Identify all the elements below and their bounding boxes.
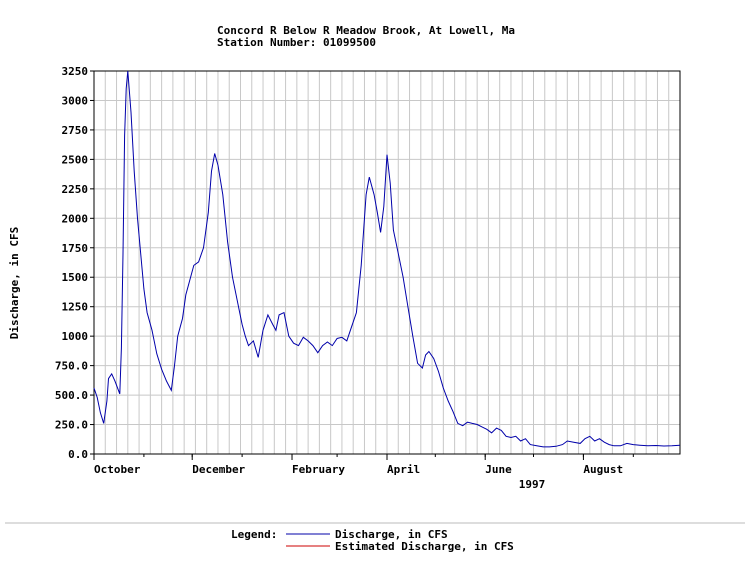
y-tick-label: 3250 [62, 65, 89, 78]
y-tick-label: 2000 [62, 212, 89, 225]
y-tick-label: 3000 [62, 94, 89, 107]
y-tick-label: 2500 [62, 153, 89, 166]
y-tick-label: 1750 [62, 242, 89, 255]
legend-title: Legend: [231, 528, 277, 541]
y-tick-label: 1500 [62, 271, 89, 284]
series-layer [93, 70, 681, 448]
x-tick-label: June [485, 463, 512, 476]
chart-subtitle: Station Number: 01099500 [217, 36, 376, 49]
x-tick-label: April [387, 463, 420, 476]
x-axis: October December February April June August [93, 454, 634, 476]
x-axis-year-label: 1997 [519, 478, 546, 491]
y-tick-label: 0.0 [68, 448, 88, 461]
y-tick-label: 2250 [62, 183, 89, 196]
series-line-0 [93, 70, 681, 448]
chart-title: Concord R Below R Meadow Brook, At Lowel… [217, 24, 515, 37]
y-tick-label: 250.0 [55, 419, 88, 432]
y-tick-label: 2750 [62, 124, 89, 137]
x-tick-label: December [192, 463, 245, 476]
legend-label: Discharge, in CFS [335, 528, 448, 541]
legend-label: Estimated Discharge, in CFS [335, 540, 514, 553]
y-tick-label: 750.0 [55, 360, 88, 373]
y-tick-label: 500.0 [55, 389, 88, 402]
x-tick-label: October [94, 463, 141, 476]
y-tick-label: 1250 [62, 301, 89, 314]
y-axis: 0.0 250.0 500.0 750.0 1000 1250 1500 1750 2000 22… [55, 65, 94, 461]
y-axis-label: Discharge, in CFS [8, 227, 21, 340]
x-tick-label: August [583, 463, 623, 476]
x-tick-label: February [292, 463, 345, 476]
gridlines [94, 71, 680, 454]
y-tick-label: 1000 [62, 330, 89, 343]
